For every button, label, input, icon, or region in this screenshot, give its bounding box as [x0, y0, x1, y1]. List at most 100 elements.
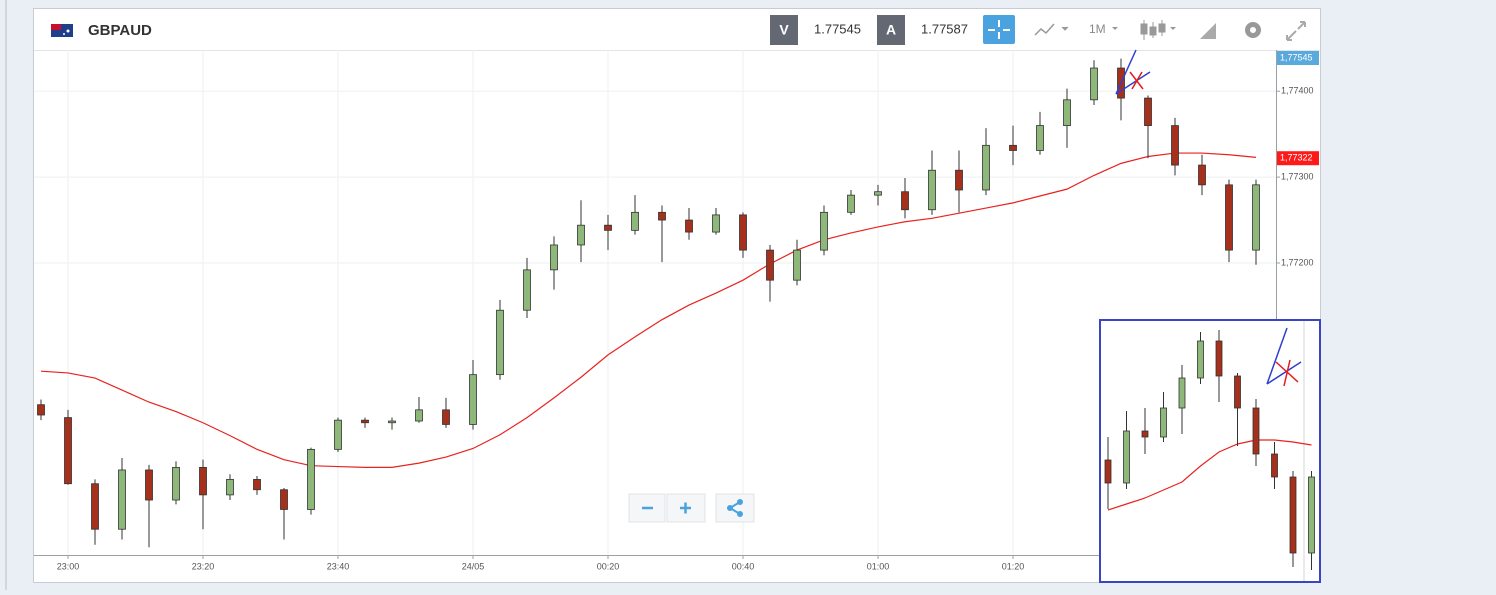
- candle-body: [361, 419, 369, 424]
- y-tick-label: 1,77200: [1281, 257, 1314, 267]
- candle-body: [253, 479, 261, 491]
- plot: [37, 58, 1280, 559]
- crosshair-button[interactable]: [983, 15, 1015, 44]
- candle-body: [307, 448, 315, 510]
- timeframe[interactable]: 1M: [1089, 22, 1106, 36]
- candle-body: [1215, 340, 1223, 377]
- moving-average: [1107, 439, 1312, 511]
- candle-body: [631, 211, 639, 231]
- candle-body: [982, 144, 990, 191]
- candle-body: [91, 483, 99, 530]
- x-tick-label: 23:20: [192, 561, 215, 571]
- x-tick-label: 01:00: [867, 561, 890, 571]
- zoom-out-button[interactable]: [628, 493, 666, 523]
- candle-body: [685, 219, 693, 233]
- x-tick-label: 00:20: [597, 561, 620, 571]
- candle-body: [1009, 144, 1017, 151]
- candle-body: [928, 169, 936, 211]
- candle-body: [712, 214, 720, 233]
- annotation: [1115, 49, 1151, 95]
- inset: [1099, 319, 1321, 583]
- candle-body: [766, 249, 774, 281]
- candle-body: [334, 419, 342, 450]
- zoom-in-button[interactable]: [666, 493, 706, 523]
- share-button[interactable]: [715, 493, 755, 523]
- candle-body: [415, 409, 423, 422]
- candle-body: [658, 211, 666, 221]
- y-tick-label: 1,77400: [1281, 86, 1314, 96]
- candle-body: [1234, 375, 1241, 409]
- x-tick-label: 24/05: [462, 561, 485, 571]
- candle-body: [469, 374, 477, 425]
- candle-body: [1225, 184, 1233, 251]
- draw-button[interactable]: [1200, 23, 1216, 39]
- candle-body: [1160, 407, 1167, 438]
- candle-body: [604, 224, 612, 231]
- candle-body: [1123, 430, 1130, 484]
- candle-body: [955, 169, 963, 191]
- candle-body: [388, 420, 396, 424]
- candle-body: [550, 244, 558, 271]
- inset-annotation: [1266, 327, 1302, 385]
- candle-style-button[interactable]: [1140, 20, 1176, 40]
- candle-body: [820, 211, 828, 251]
- price-marker-label: 1,77322: [1280, 153, 1313, 163]
- price-marker-label: 1,77545: [1280, 52, 1313, 62]
- candle-body: [496, 309, 504, 376]
- candle-body: [1104, 459, 1112, 484]
- x-tick-label: 00:40: [732, 561, 755, 571]
- x-tick-label: 23:00: [57, 561, 80, 571]
- candle-body: [1090, 67, 1098, 101]
- x-tick-label: 01:20: [1002, 561, 1025, 571]
- bid-price: 1.77545: [814, 21, 861, 36]
- candle-body: [145, 469, 153, 501]
- candle-body: [1144, 97, 1152, 126]
- bid-badge: [770, 15, 798, 45]
- fullscreen-button[interactable]: [1286, 21, 1306, 41]
- moving-average: [40, 152, 1257, 468]
- candle-body: [1308, 476, 1315, 554]
- candle-body: [523, 269, 531, 311]
- bid-label: V: [779, 22, 789, 38]
- candle-body: [1063, 99, 1071, 126]
- candle-body: [1178, 377, 1186, 409]
- inset-annotation: [1275, 359, 1299, 387]
- candle-body: [1198, 164, 1206, 186]
- candle-body: [199, 466, 207, 496]
- ask-price: 1.77587: [921, 21, 968, 36]
- timeframe-caret: [1112, 27, 1118, 30]
- price-marker: [1277, 51, 1319, 65]
- candle-body: [442, 409, 450, 425]
- symbol: GBPAUD: [88, 22, 152, 39]
- candle-body: [1141, 430, 1149, 438]
- candle-body: [577, 224, 585, 246]
- candle-body: [64, 417, 72, 485]
- candle-body: [1289, 476, 1297, 554]
- flag: [51, 24, 73, 37]
- inset-plot: [1104, 321, 1315, 581]
- inset-frame: [1099, 319, 1321, 583]
- candle-body: [1036, 125, 1044, 151]
- chart-type-button[interactable]: [1034, 23, 1069, 36]
- candle-body: [1252, 407, 1260, 455]
- candle-body: [739, 214, 747, 251]
- candle-body: [118, 469, 126, 530]
- ask-badge: [877, 15, 905, 45]
- candle-body: [1271, 453, 1278, 478]
- price-marker: [1277, 151, 1319, 166]
- settings-button[interactable]: [1245, 22, 1261, 38]
- y-tick-label: 1,77300: [1281, 171, 1314, 181]
- candle-body: [37, 404, 45, 416]
- candle-body: [1197, 340, 1204, 379]
- candle-body: [793, 249, 801, 281]
- candle-body: [874, 191, 882, 196]
- candle-body: [847, 194, 855, 213]
- candle-body: [226, 479, 234, 496]
- candle-body: [1252, 184, 1260, 251]
- candle-body: [1171, 125, 1179, 166]
- ask-label: A: [886, 22, 896, 38]
- candle-body: [901, 191, 909, 211]
- candle-body: [172, 466, 180, 501]
